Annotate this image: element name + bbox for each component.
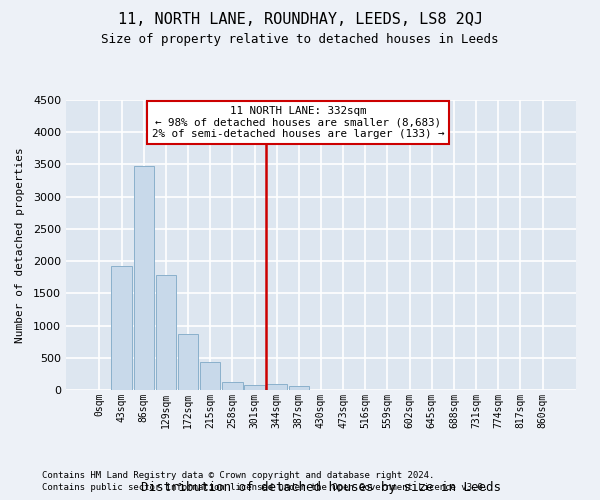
Text: 11 NORTH LANE: 332sqm
← 98% of detached houses are smaller (8,683)
2% of semi-de: 11 NORTH LANE: 332sqm ← 98% of detached … <box>152 106 444 139</box>
Text: Size of property relative to detached houses in Leeds: Size of property relative to detached ho… <box>101 32 499 46</box>
Text: Contains public sector information licensed under the Open Government Licence v3: Contains public sector information licen… <box>42 483 488 492</box>
Text: Contains HM Land Registry data © Crown copyright and database right 2024.: Contains HM Land Registry data © Crown c… <box>42 470 434 480</box>
Bar <box>289 386 309 390</box>
Bar <box>112 266 132 390</box>
Bar <box>200 362 220 390</box>
X-axis label: Distribution of detached houses by size in Leeds: Distribution of detached houses by size … <box>141 481 501 494</box>
Bar <box>266 384 287 390</box>
Bar <box>155 274 176 390</box>
Bar <box>178 334 198 390</box>
Bar <box>244 386 265 390</box>
Bar <box>134 166 154 390</box>
Y-axis label: Number of detached properties: Number of detached properties <box>14 147 25 343</box>
Text: 11, NORTH LANE, ROUNDHAY, LEEDS, LS8 2QJ: 11, NORTH LANE, ROUNDHAY, LEEDS, LS8 2QJ <box>118 12 482 28</box>
Bar <box>222 382 242 390</box>
